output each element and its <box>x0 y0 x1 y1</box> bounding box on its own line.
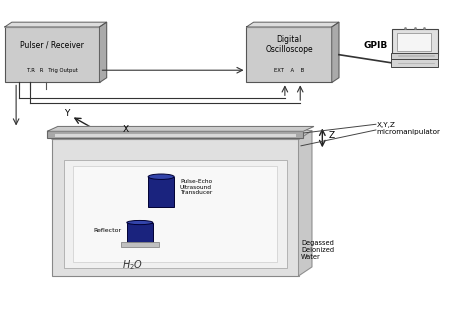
Polygon shape <box>299 131 312 276</box>
Ellipse shape <box>127 220 153 225</box>
Ellipse shape <box>148 174 174 179</box>
FancyBboxPatch shape <box>64 160 287 268</box>
FancyBboxPatch shape <box>73 166 277 262</box>
FancyBboxPatch shape <box>397 33 431 51</box>
FancyBboxPatch shape <box>121 242 158 247</box>
Polygon shape <box>5 22 107 27</box>
FancyBboxPatch shape <box>392 29 438 55</box>
Text: Degassed
Deionized
Water: Degassed Deionized Water <box>301 240 334 261</box>
FancyBboxPatch shape <box>391 59 438 67</box>
FancyBboxPatch shape <box>391 53 438 59</box>
Polygon shape <box>246 22 339 27</box>
FancyBboxPatch shape <box>52 139 299 276</box>
Text: Pulser / Receiver: Pulser / Receiver <box>20 40 84 49</box>
Polygon shape <box>52 131 312 139</box>
Polygon shape <box>332 22 339 82</box>
Text: T.R   R   Trig Output: T.R R Trig Output <box>27 68 78 73</box>
FancyBboxPatch shape <box>246 27 332 82</box>
Text: $H_2O$: $H_2O$ <box>122 258 143 272</box>
FancyBboxPatch shape <box>127 223 153 242</box>
FancyBboxPatch shape <box>148 177 174 207</box>
Text: X,Y,Z
micromanipulator: X,Y,Z micromanipulator <box>377 122 441 135</box>
Text: X: X <box>123 125 128 134</box>
Text: Pulse-Echo
Ultrasound
Transducer: Pulse-Echo Ultrasound Transducer <box>180 179 212 195</box>
Text: GPIB: GPIB <box>364 42 388 50</box>
FancyBboxPatch shape <box>55 134 296 137</box>
Text: Digital
Oscilloscope: Digital Oscilloscope <box>265 35 313 55</box>
Text: Y: Y <box>64 109 69 118</box>
FancyBboxPatch shape <box>47 131 303 138</box>
Text: EXT    A    B: EXT A B <box>274 68 304 73</box>
Text: Z: Z <box>329 131 335 140</box>
Polygon shape <box>47 126 314 131</box>
Text: Reflector: Reflector <box>93 228 121 233</box>
Polygon shape <box>100 22 107 82</box>
FancyBboxPatch shape <box>5 27 100 82</box>
